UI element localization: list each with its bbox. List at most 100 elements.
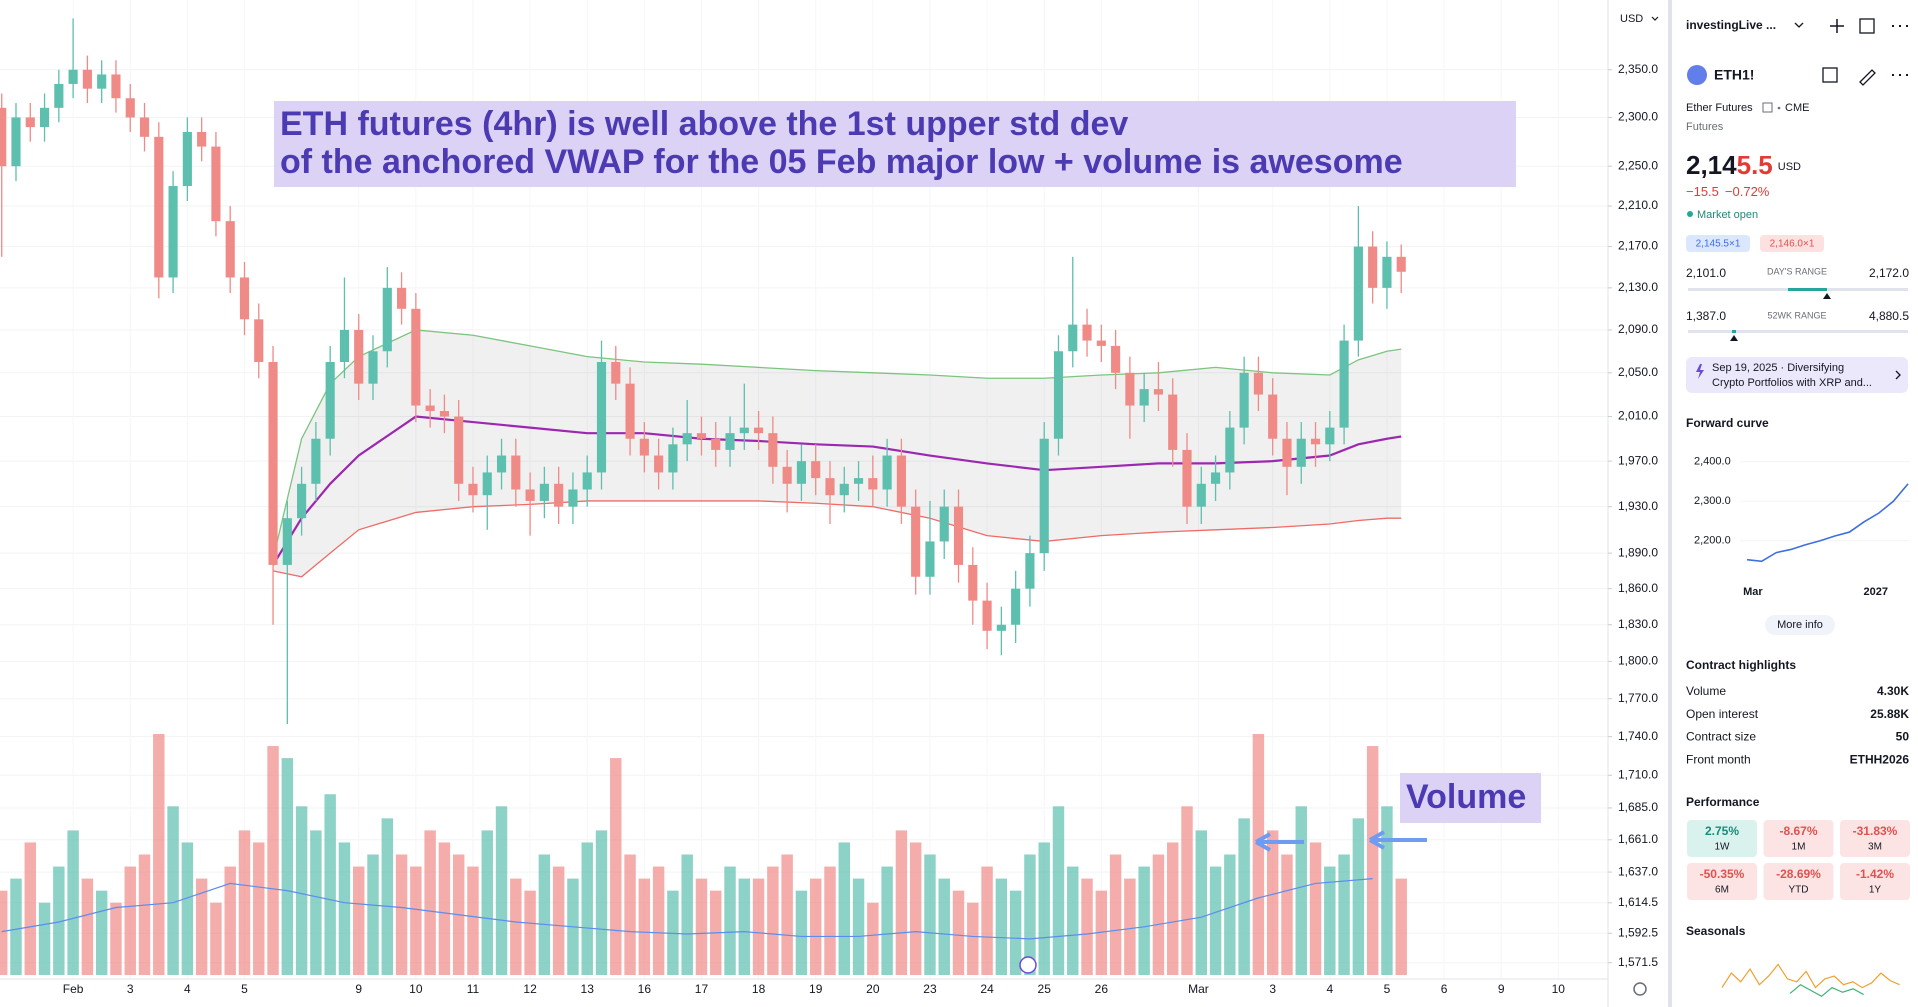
day-range-label: DAY'S RANGE [1767,266,1827,276]
x-tick-label: 2027 [1864,586,1888,598]
x-tick-label: 13 [581,982,595,996]
candle-body [168,186,178,278]
change-abs: −15.5 [1686,184,1719,199]
candle-body [125,98,135,118]
volume-bar [210,902,222,975]
candle-body [711,438,721,450]
highlight-label: Open interest [1686,707,1759,721]
x-tick-label: 3 [127,982,134,996]
candle-body [554,483,564,507]
candle-body [82,69,92,89]
section-title: Contract highlights [1686,658,1796,672]
volume-bar [895,830,908,975]
volume-bar [652,866,665,975]
volume-bar [867,902,879,975]
candle-body [1125,372,1135,406]
sidebar-divider [1668,0,1672,1007]
news-card[interactable] [1686,357,1908,393]
candle-body [996,624,1006,631]
watchlist-name[interactable]: investingLive ... [1686,18,1776,32]
performance-value: -31.83% [1853,824,1898,838]
y-tick-label: 2,300.0 [1694,495,1731,507]
candle-body [454,416,464,484]
instrument-name[interactable]: Ether Futures [1686,102,1753,114]
candle-body [11,117,21,167]
event-icon[interactable] [1019,956,1037,974]
candle-body [639,438,649,456]
section-title: Seasonals [1686,924,1746,938]
candle-body [268,362,278,565]
volume-bar [881,866,893,975]
candle-body [1282,438,1292,467]
candle-body [368,351,378,384]
x-tick-label: 20 [866,982,880,996]
grid-icon[interactable] [1822,67,1838,83]
axes-layer: 2,350.0 2,300.0 2,250.0 2,210.0 2,170.0 2,130… [63,62,1659,996]
edit-icon[interactable] [1859,69,1876,86]
volume-bar [24,842,36,975]
x-tick-label: 24 [980,982,994,996]
candle-body [397,287,407,309]
y-tick-label: 1,685.0 [1618,800,1658,814]
price-end: 5.5 [1737,150,1773,180]
candle-body [411,308,421,406]
y-tick-label: 1,661.0 [1618,832,1658,846]
highlight-label: Front month [1686,752,1751,766]
x-tick-label: 10 [409,982,423,996]
seasonals-chart [1721,963,1900,998]
more-info-button[interactable] [1765,615,1835,635]
candle-body [25,117,35,128]
performance-value: -1.42% [1856,867,1894,881]
volume-bar [224,866,236,975]
performance-period: 6M [1715,885,1729,896]
range-fill [1788,288,1827,291]
wk-range-label: 52WK RANGE [1767,310,1826,320]
y-tick-label: 1,740.0 [1618,729,1658,743]
volume-bar [995,878,1008,975]
candle-body [911,506,921,577]
volume-bar [838,842,850,975]
volume-ma-line [1,878,1373,940]
candle-body [382,287,392,352]
highlight-label: Contract size [1686,730,1756,744]
volume-bar [1238,818,1250,975]
wk-high: 4,880.5 [1869,309,1909,323]
candle-body [182,131,192,187]
x-tick-label: 4 [1326,982,1333,996]
volume-bar [1081,878,1093,975]
volume-bar [538,854,551,975]
volume-bar [767,866,779,975]
volume-bar [153,734,165,975]
candle-body [1053,351,1064,439]
candle-body [1253,372,1263,395]
candle-body [68,69,78,84]
currency-selector[interactable]: USD [1620,13,1643,25]
candle-body [611,362,621,384]
candle-body [625,383,635,439]
volume-bar [281,758,294,975]
candle-body [1353,246,1363,341]
x-tick-label: 4 [184,982,191,996]
section-title: Performance [1686,795,1760,809]
candle-body [654,455,664,473]
candle-body [468,483,478,496]
layout-icon[interactable] [1859,18,1875,34]
candle-body [54,83,64,108]
x-tick-label: 11 [467,982,480,996]
price-main: 2,14 [1686,150,1737,180]
add-icon[interactable] [1830,19,1844,33]
chevron [1794,22,1804,28]
candle-body [754,427,764,434]
volume-bar [1352,818,1365,975]
volume-bar [1067,866,1079,975]
candle-body [1210,472,1221,484]
volume-bar [353,866,365,975]
news-icon [1696,364,1704,379]
highlight-value: ETHH2026 [1850,752,1910,766]
volume-bar [1338,854,1350,975]
settings-icon[interactable] [1633,982,1647,996]
volume-bar [852,878,865,975]
highlight-value: 25.88K [1870,707,1909,721]
volume-bar [10,878,22,975]
y-tick-label: 1,614.5 [1618,895,1658,909]
